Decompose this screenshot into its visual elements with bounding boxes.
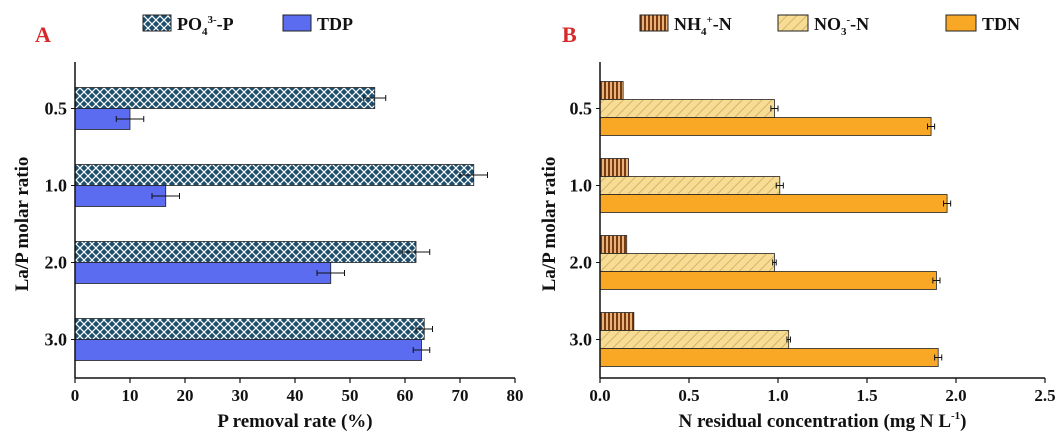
category-label: 3.0 [45,330,68,350]
panel-b: B NH4+-N NO3--N TDN 0.5 1.0 2.0 3.0 0.0 0.5 1.0 1.5… [539,14,1056,432]
x-tick-label: 60 [397,386,414,405]
legend-label: NH4+-N [674,14,732,38]
bar-nh4-n-0.5 [599,81,624,100]
x-tick-label: 50 [342,386,359,405]
x-tick-label: 40 [287,386,304,405]
legend-swatch [777,14,809,32]
bar-nh4-n-2.0 [599,235,628,254]
legend-label: PO43--P [177,14,234,38]
legend-label: TDN [982,14,1020,34]
category-label: 2.0 [570,253,593,273]
y-axis-label: La/P molar ratio [539,157,560,292]
bar-no3-n-3.0 [599,330,790,349]
bar-po4-3-p-1.0 [74,164,475,186]
x-tick-label: 30 [232,386,249,405]
bar-no3-n-1.0 [599,176,781,195]
x-tick-label: 1.0 [767,386,788,405]
x-tick-label: 0.0 [589,386,610,405]
category-label: 3.0 [570,330,593,350]
category-label: 0.5 [45,99,68,119]
category-label: 2.0 [45,253,68,273]
category-label: 1.0 [45,176,68,196]
legend-label: TDP [317,14,353,34]
x-tick-label: 10 [122,386,139,405]
bar-nh4-n-3.0 [599,312,635,331]
panel-letter: B [562,22,577,47]
x-axis-label: N residual concentration (mg N L-1) [679,410,967,432]
bar-po4-3-p-0.5 [74,87,376,109]
bar-tdp-3.0 [74,339,422,361]
legend-swatch [282,14,312,32]
y-axis-label: La/P molar ratio [12,157,33,292]
x-tick-label: 0.5 [678,386,699,405]
bar-nh4-n-1.0 [599,158,629,177]
x-tick-label: 70 [452,386,469,405]
legend-label: NO3--N [814,14,869,38]
category-label: 0.5 [570,99,593,119]
x-tick-label: 2.5 [1034,386,1055,405]
panel-a: A PO43--P TDP 0.5 1.0 2.0 3.0 0 10 20 30 40 50 60 70 80… [12,14,524,432]
bar-po4-3-p-3.0 [74,318,425,340]
bar-tdn-3.0 [599,348,939,367]
bar-no3-n-2.0 [599,253,775,272]
x-tick-label: 20 [177,386,194,405]
bar-no3-n-0.5 [599,99,775,118]
x-tick-label: 0 [71,386,80,405]
x-tick-label: 2.0 [945,386,966,405]
x-tick-label: 80 [507,386,524,405]
bar-tdn-0.5 [599,117,932,136]
legend-swatch [142,14,172,32]
x-tick-label: 1.5 [856,386,877,405]
bar-tdp-2.0 [74,262,332,284]
legend-swatch [639,14,669,32]
category-label: 1.0 [570,176,593,196]
legend-swatch [945,14,977,32]
bar-tdn-1.0 [599,194,948,213]
bar-tdn-2.0 [599,271,937,290]
x-axis-label: P removal rate (%) [217,411,372,432]
bar-po4-3-p-2.0 [74,241,417,263]
panel-letter: A [35,22,51,47]
